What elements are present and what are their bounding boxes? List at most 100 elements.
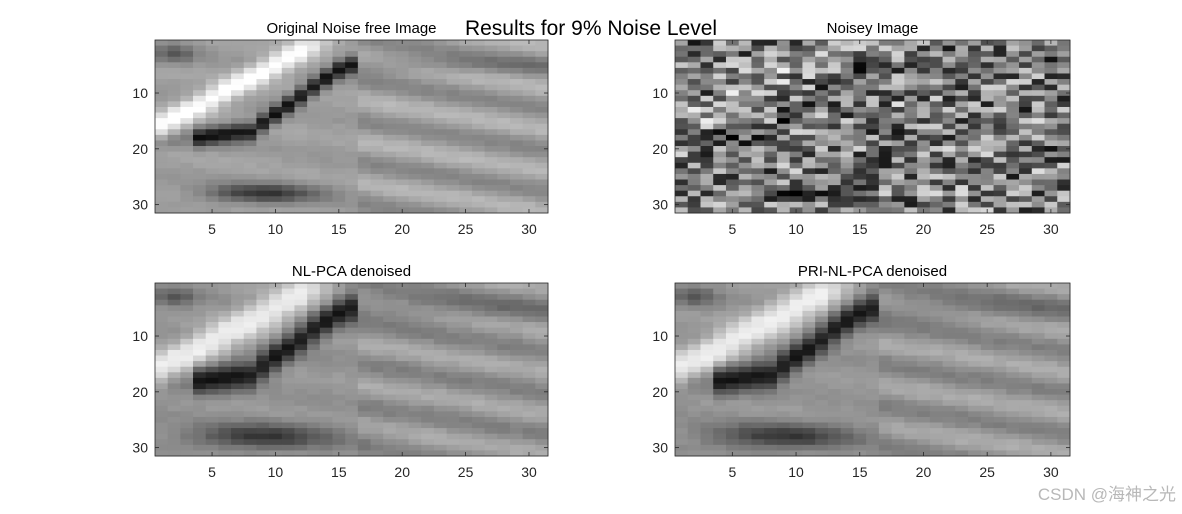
heatmap-cell bbox=[942, 207, 956, 214]
heatmap-cell bbox=[205, 405, 219, 412]
heatmap-cell bbox=[193, 45, 207, 52]
heatmap-cell bbox=[370, 355, 384, 362]
heatmap-cell bbox=[357, 355, 372, 362]
heatmap-cell bbox=[459, 173, 473, 181]
heatmap-cell bbox=[853, 190, 867, 197]
heatmap-cell bbox=[269, 428, 283, 435]
heatmap-cell bbox=[370, 310, 384, 317]
heatmap-cell bbox=[269, 146, 283, 153]
heatmap-cell bbox=[433, 40, 448, 47]
heatmap-cell bbox=[383, 146, 397, 153]
heatmap-cell bbox=[307, 305, 321, 312]
heatmap-cell bbox=[497, 190, 511, 197]
heatmap-cell bbox=[395, 51, 410, 58]
heatmap-cell bbox=[421, 433, 435, 440]
heatmap-cell bbox=[687, 179, 701, 186]
heatmap-cell bbox=[687, 322, 701, 329]
heatmap-cell bbox=[725, 134, 740, 141]
heatmap-cell bbox=[497, 377, 511, 384]
heatmap-cell bbox=[446, 106, 460, 114]
heatmap-cell bbox=[383, 95, 397, 102]
x-tick-label: 10 bbox=[268, 464, 284, 480]
heatmap-cell bbox=[446, 179, 460, 186]
heatmap-cell bbox=[917, 129, 931, 136]
heatmap-cell bbox=[243, 162, 257, 169]
heatmap-cell bbox=[231, 405, 245, 412]
heatmap-cell bbox=[433, 106, 448, 114]
heatmap-cell bbox=[725, 62, 740, 69]
heatmap-cell bbox=[205, 439, 219, 446]
heatmap-cell bbox=[319, 433, 333, 440]
heatmap-cell bbox=[471, 377, 486, 384]
heatmap-cell bbox=[700, 123, 714, 130]
heatmap-cell bbox=[827, 123, 842, 130]
heatmap-cell bbox=[776, 84, 791, 91]
heatmap-cell bbox=[383, 168, 397, 175]
heatmap-cell bbox=[687, 79, 701, 86]
heatmap-cell bbox=[764, 428, 778, 435]
heatmap-cell bbox=[1019, 79, 1033, 86]
heatmap-cell bbox=[776, 190, 791, 197]
heatmap-cell bbox=[1031, 428, 1046, 435]
heatmap-cell bbox=[955, 84, 969, 91]
heatmap-cell bbox=[738, 67, 752, 74]
heatmap-cell bbox=[878, 428, 893, 435]
heatmap-cell bbox=[522, 90, 536, 97]
heatmap-cell bbox=[1019, 207, 1033, 214]
heatmap-cell bbox=[675, 411, 689, 418]
y-tick-label: 10 bbox=[652, 85, 668, 101]
heatmap-cell bbox=[866, 79, 880, 86]
heatmap-cell bbox=[497, 90, 511, 97]
heatmap-cell bbox=[471, 84, 486, 91]
heatmap-cell bbox=[421, 389, 435, 396]
heatmap-cell bbox=[891, 146, 905, 153]
heatmap-cell bbox=[1006, 51, 1020, 58]
heatmap-cell bbox=[776, 45, 791, 52]
heatmap-cell bbox=[205, 327, 219, 334]
heatmap-cell bbox=[980, 95, 995, 102]
heatmap-cell bbox=[332, 400, 346, 407]
heatmap-cell bbox=[1019, 40, 1033, 47]
heatmap-cell bbox=[675, 400, 689, 407]
heatmap-cell bbox=[1044, 372, 1058, 379]
heatmap-cell bbox=[294, 294, 308, 301]
heatmap-cell bbox=[802, 338, 816, 345]
heatmap-cell bbox=[243, 146, 257, 153]
x-ticks-pri-nlpca: 5 10 15 20 25 30 bbox=[728, 283, 1059, 480]
heatmap-cell bbox=[433, 45, 448, 52]
heatmap-cell bbox=[421, 106, 435, 114]
heatmap-cell bbox=[345, 333, 359, 340]
heatmap-cell bbox=[853, 151, 867, 158]
heatmap-cell bbox=[853, 168, 867, 175]
heatmap-cell bbox=[459, 118, 473, 125]
heatmap-cell bbox=[155, 366, 169, 373]
heatmap-cell bbox=[1019, 51, 1033, 58]
heatmap-cell bbox=[764, 51, 778, 58]
heatmap-cell bbox=[1019, 151, 1033, 158]
heatmap-cell bbox=[193, 411, 207, 418]
heatmap-cell bbox=[294, 45, 308, 52]
heatmap-cell bbox=[955, 333, 969, 340]
heatmap-cell bbox=[827, 394, 842, 401]
heatmap-cell bbox=[725, 389, 740, 396]
heatmap-cell bbox=[205, 444, 219, 451]
heatmap-cell bbox=[713, 162, 727, 169]
heatmap-cell bbox=[929, 439, 944, 446]
heatmap-cell bbox=[294, 62, 308, 69]
heatmap-cell bbox=[383, 349, 397, 357]
heatmap-cell bbox=[955, 310, 969, 317]
heatmap-cell bbox=[993, 416, 1007, 424]
heatmap-cell bbox=[968, 67, 982, 74]
heatmap-cell bbox=[269, 106, 283, 114]
heatmap-cell bbox=[269, 112, 283, 119]
heatmap-cell bbox=[446, 129, 460, 136]
heatmap-cell bbox=[471, 112, 486, 119]
heatmap-cell bbox=[281, 62, 295, 69]
heatmap-cell bbox=[193, 157, 207, 164]
heatmap-cell bbox=[357, 207, 372, 214]
heatmap-cell bbox=[687, 201, 701, 208]
heatmap-cell bbox=[433, 162, 448, 169]
heatmap-cell bbox=[815, 439, 829, 446]
heatmap-cell bbox=[878, 349, 893, 357]
heatmap-cell bbox=[155, 201, 169, 208]
